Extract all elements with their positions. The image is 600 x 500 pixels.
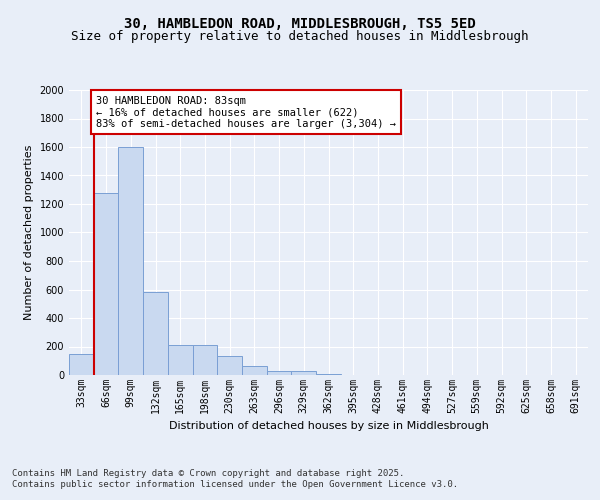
X-axis label: Distribution of detached houses by size in Middlesbrough: Distribution of detached houses by size …: [169, 422, 488, 432]
Bar: [143, 292, 168, 375]
Bar: [316, 374, 341, 375]
Bar: [267, 370, 292, 375]
Text: Contains HM Land Registry data © Crown copyright and database right 2025.: Contains HM Land Registry data © Crown c…: [12, 468, 404, 477]
Text: 30, HAMBLEDON ROAD, MIDDLESBROUGH, TS5 5ED: 30, HAMBLEDON ROAD, MIDDLESBROUGH, TS5 5…: [124, 18, 476, 32]
Bar: [193, 345, 217, 375]
Y-axis label: Number of detached properties: Number of detached properties: [24, 145, 34, 320]
Bar: [242, 366, 267, 375]
Bar: [292, 370, 316, 375]
Text: Contains public sector information licensed under the Open Government Licence v3: Contains public sector information licen…: [12, 480, 458, 489]
Bar: [118, 147, 143, 375]
Bar: [168, 345, 193, 375]
Text: Size of property relative to detached houses in Middlesbrough: Size of property relative to detached ho…: [71, 30, 529, 43]
Bar: [217, 356, 242, 375]
Text: 30 HAMBLEDON ROAD: 83sqm
← 16% of detached houses are smaller (622)
83% of semi-: 30 HAMBLEDON ROAD: 83sqm ← 16% of detach…: [96, 96, 396, 129]
Bar: [69, 354, 94, 375]
Bar: [94, 192, 118, 375]
